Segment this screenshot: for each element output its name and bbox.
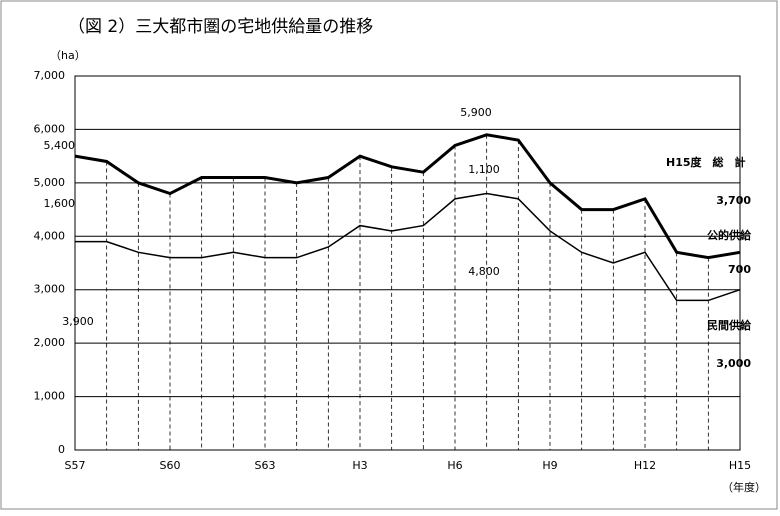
y-tick-label: 0 (58, 443, 65, 456)
x-axis-label: （年度） (722, 480, 766, 494)
plot-border (74, 75, 741, 451)
x-tick-label: H6 (447, 459, 462, 472)
annotation: 4,800 (468, 265, 500, 278)
y-axis-label: （ha） (50, 49, 86, 62)
y-tick-label: 5,000 (34, 176, 66, 189)
x-tick-label: H9 (542, 459, 557, 472)
y-tick-label: 1,000 (34, 390, 66, 403)
x-tick-label: H12 (634, 459, 656, 472)
annotation: 1,100 (468, 163, 500, 176)
annotation: 3,700 (716, 194, 751, 207)
annotation: 民間供給 (707, 318, 752, 332)
annotation: 公的供給 (707, 228, 752, 242)
annotation: 5,900 (460, 106, 492, 119)
y-tick-label: 2,000 (34, 336, 66, 349)
x-tick-label: S57 (65, 459, 86, 472)
annotation: 3,000 (716, 357, 751, 370)
series-line (74, 133, 741, 260)
y-tick-label: 6,000 (34, 122, 66, 135)
y-tick-label: 3,000 (34, 283, 66, 296)
chart-title: （図 2）三大都市圏の宅地供給量の推移 (68, 17, 373, 37)
x-tick-label: H15 (729, 459, 751, 472)
series-line (75, 192, 741, 302)
annotation: 5,400 (44, 139, 76, 152)
y-tick-label: 7,000 (34, 69, 66, 82)
annotation: 1,600 (44, 197, 76, 210)
annotation: H15度 総 計 (666, 155, 746, 169)
x-tick-label: S60 (160, 459, 181, 472)
annotation: 3,900 (62, 315, 94, 328)
x-tick-label: H3 (352, 459, 367, 472)
annotation: 700 (728, 263, 751, 276)
x-tick-label: S63 (255, 459, 276, 472)
y-tick-label: 4,000 (34, 229, 66, 242)
